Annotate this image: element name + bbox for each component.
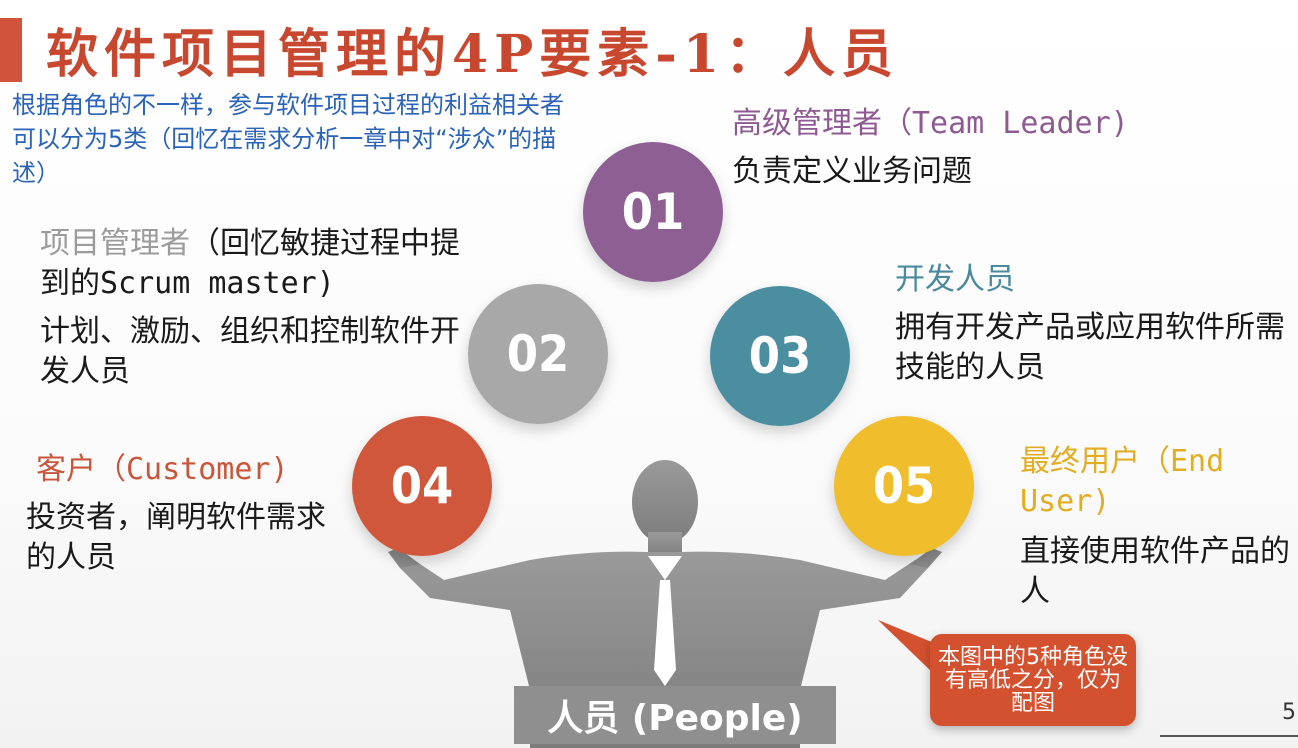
role-title-project-manager-main: 项目管理者: [40, 226, 190, 261]
role-circle-04: 04: [352, 416, 492, 556]
role-title-end-user: 最终用户（End User): [1020, 444, 1225, 519]
role-title-team-leader: 高级管理者（Team Leader): [732, 106, 1129, 141]
callout-text: 本图中的5种角色没有高低之分，仅为配图: [938, 644, 1128, 716]
role-circle-02: 02: [468, 284, 608, 424]
slide-title: 软件项目管理的4P要素-1：人员: [46, 24, 900, 85]
people-label: 人员 (People): [514, 686, 836, 744]
role-desc-customer: 投资者，阐明软件需求的人员: [26, 500, 326, 575]
role-desc-team-leader: 负责定义业务问题: [732, 154, 972, 189]
role-desc-project-manager: 计划、激励、组织和控制软件开发人员: [40, 314, 460, 389]
role-title-project-manager-note: （回忆敏捷过程中提到的Scrum master): [40, 226, 460, 301]
role-circle-01: 01: [583, 142, 723, 282]
role-circle-03: 03: [710, 286, 850, 426]
role-title-customer: 客户（Customer): [36, 452, 289, 487]
role-title-project-manager: 项目管理者（回忆敏捷过程中提到的Scrum master): [40, 224, 470, 304]
page-number: 5: [1282, 700, 1296, 725]
role-desc-developer: 拥有开发产品或应用软件所需技能的人员: [895, 310, 1285, 385]
role-circle-05: 05: [834, 416, 974, 556]
role-desc-end-user: 直接使用软件产品的人: [1020, 534, 1290, 609]
role-title-developer: 开发人员: [895, 262, 1015, 297]
title-accent-bar: [0, 18, 22, 82]
intro-text: 根据角色的不一样，参与软件项目过程的利益相关者可以分为5类（回忆在需求分析一章中…: [12, 91, 564, 187]
callout-note: 本图中的5种角色没有高低之分，仅为配图: [930, 634, 1136, 726]
footer-divider: [1160, 735, 1298, 737]
